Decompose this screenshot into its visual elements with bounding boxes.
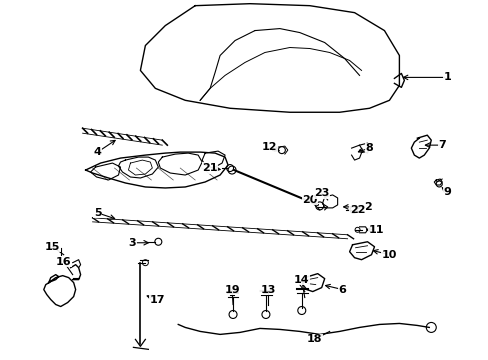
Text: 22: 22 bbox=[349, 205, 365, 215]
Text: 23: 23 bbox=[313, 188, 329, 198]
Text: 14: 14 bbox=[293, 275, 309, 285]
Text: 8: 8 bbox=[365, 143, 373, 153]
Text: 11: 11 bbox=[368, 225, 384, 235]
Text: 5: 5 bbox=[94, 208, 101, 218]
Text: 2: 2 bbox=[363, 202, 371, 212]
Text: 20: 20 bbox=[302, 195, 317, 205]
Text: 18: 18 bbox=[306, 334, 322, 345]
Text: 1: 1 bbox=[443, 72, 450, 82]
Text: 19: 19 bbox=[224, 284, 240, 294]
Text: 7: 7 bbox=[437, 140, 445, 150]
Text: 10: 10 bbox=[381, 250, 396, 260]
Text: 4: 4 bbox=[93, 147, 102, 157]
Text: 16: 16 bbox=[56, 257, 71, 267]
Text: 9: 9 bbox=[442, 187, 450, 197]
Text: 21: 21 bbox=[202, 163, 218, 173]
Text: 12: 12 bbox=[262, 142, 277, 152]
Text: 13: 13 bbox=[260, 284, 275, 294]
Text: 3: 3 bbox=[128, 238, 136, 248]
Text: 17: 17 bbox=[149, 294, 165, 305]
Text: 15: 15 bbox=[45, 242, 61, 252]
Text: 6: 6 bbox=[338, 284, 346, 294]
